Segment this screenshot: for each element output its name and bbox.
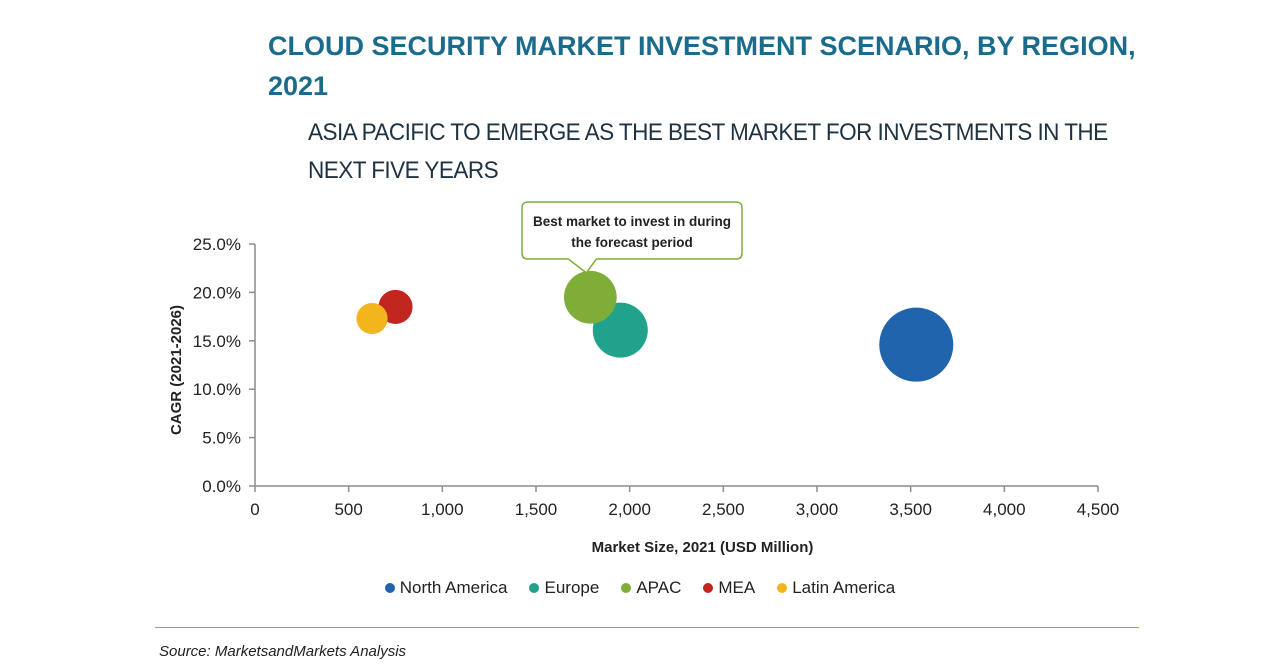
footer-divider — [155, 627, 1139, 628]
bubble-apac — [563, 270, 617, 324]
legend-marker — [529, 583, 540, 593]
y-tick-label: 15.0% — [193, 332, 241, 351]
y-tick-label: 20.0% — [193, 283, 241, 302]
y-tick-label: 0.0% — [202, 477, 241, 496]
x-tick-label: 500 — [334, 500, 362, 519]
legend-marker — [777, 583, 788, 593]
x-axis-label: Market Size, 2021 (USD Million) — [592, 539, 814, 556]
x-tick-label: 1,000 — [421, 500, 464, 519]
chart-subtitle: ASIA PACIFIC TO EMERGE AS THE BEST MARKE… — [308, 119, 1108, 184]
x-tick-label: 2,000 — [608, 500, 651, 519]
legend-marker — [384, 583, 395, 593]
legend-marker — [621, 583, 632, 593]
annotation-callout — [521, 201, 743, 274]
x-tick-label: 3,000 — [796, 500, 839, 519]
legend-label: Europe — [544, 578, 600, 597]
legend-item-north-america: North America — [384, 578, 508, 598]
x-tick-label: 2,500 — [702, 500, 745, 519]
y-tick-label: 10.0% — [193, 380, 241, 399]
x-tick-label: 1,500 — [515, 500, 558, 519]
x-tick-label: 4,000 — [983, 500, 1026, 519]
y-tick-label: 5.0% — [202, 429, 241, 448]
annotation-text-line: the forecast period — [571, 235, 693, 250]
x-tick-label: 0 — [250, 500, 259, 519]
y-tick-label: 25.0% — [193, 235, 241, 254]
legend-marker — [703, 583, 714, 593]
legend-item-mea: MEA — [703, 578, 755, 598]
source-note: Source: MarketsandMarkets Analysis — [159, 643, 407, 660]
bubble-north-america — [879, 307, 954, 382]
legend-item-latin-america: Latin America — [777, 578, 895, 598]
chart-title: CLOUD SECURITY MARKET INVESTMENT SCENARI… — [268, 31, 1136, 101]
x-tick-label: 4,500 — [1077, 500, 1120, 519]
legend-item-apac: APAC — [621, 578, 681, 598]
annotation-text-line: Best market to invest in during — [533, 214, 731, 229]
legend-label: North America — [399, 578, 508, 597]
x-tick-label: 3,500 — [889, 500, 932, 519]
legend-label: MEA — [718, 578, 756, 597]
legend-label: Latin America — [792, 578, 896, 597]
chart-legend: North America Europe APAC MEA Latin America — [0, 578, 1280, 598]
y-axis-label: CAGR (2021-2026) — [168, 305, 185, 435]
bubble-latin-america — [356, 302, 388, 335]
legend-item-europe: Europe — [529, 578, 599, 598]
legend-label: APAC — [636, 578, 682, 597]
